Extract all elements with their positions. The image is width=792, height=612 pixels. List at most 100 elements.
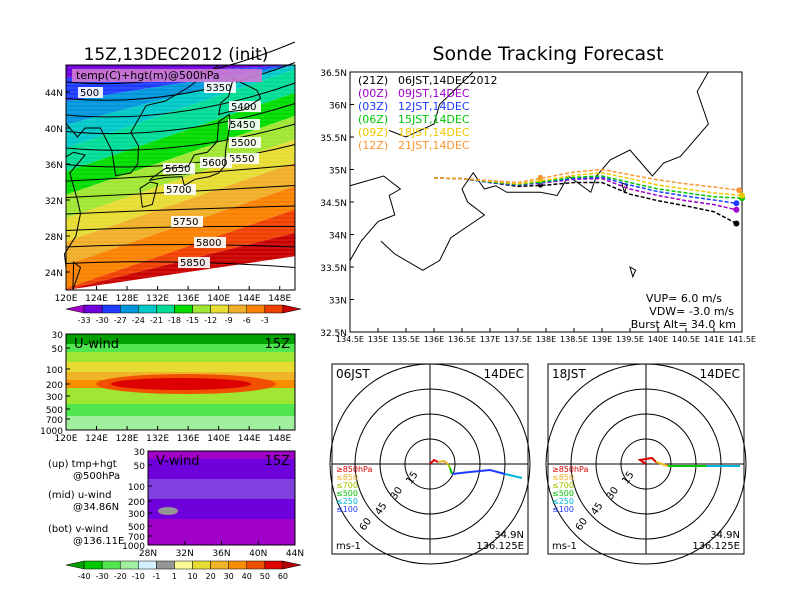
uwind-jet-max	[111, 378, 251, 390]
uwind-p-label: 30	[52, 331, 64, 341]
temp-map-lat-ticks: 44N 40N 36N 32N 28N 24N	[45, 89, 70, 279]
vwind-colorbar-label: 50	[260, 572, 270, 581]
vwind-colorbar-swatch	[192, 560, 211, 570]
hodo_left-level-label: ≤100	[336, 505, 358, 514]
temp-colorbar-swatch	[101, 304, 121, 314]
temp-lon-label: 136E	[177, 294, 200, 304]
track-burst: Burst Alt= 34.0 km	[631, 318, 736, 331]
hodo_left-date: 14DEC	[484, 367, 524, 381]
hodo_left-lon: 136.125E	[476, 541, 524, 552]
hodo_right-level-label: ≤250	[552, 497, 574, 506]
uwind-lon-label: 120E	[55, 434, 78, 444]
track-coastline	[349, 71, 709, 279]
temp-lat-label: 40N	[45, 125, 63, 135]
track-legend: (21Z) 06JST,14DEC2012 (00Z) 09JST,14DEC (03Z…	[358, 74, 498, 152]
track-lon-label: 139E	[592, 335, 612, 344]
vwind-p-label: 500	[128, 523, 145, 533]
track-lat-label: 32.5N	[320, 329, 347, 339]
temp-lon-label: 132E	[146, 294, 169, 304]
track-lon-label: 135E	[368, 335, 388, 344]
vwind-colorbar-swatch	[174, 560, 193, 570]
taiwan	[72, 261, 82, 291]
track-lat-label: 36N	[329, 102, 347, 112]
track-legend-text: 09JST,14DEC	[398, 87, 470, 100]
temp-colorbar-label: -33	[78, 316, 91, 325]
track-legend-code: (21Z)	[358, 74, 388, 87]
hodo_right-hodo-seg-1	[655, 461, 669, 467]
coast-honshu	[380, 71, 709, 271]
track-vdw: VDW= -3.0 m/s	[649, 305, 734, 318]
vwind-colorbar-label: -10	[132, 572, 145, 581]
vwind-colorbar-swatch	[264, 560, 284, 570]
legend-note-line2: @34.86N	[73, 502, 119, 513]
track-mid-5	[537, 174, 543, 180]
track-legend-text: 06JST,14DEC2012	[398, 74, 498, 87]
temp-colorbar-swatch	[282, 304, 302, 314]
mainland-coast	[65, 64, 219, 177]
temp-lat-label: 36N	[45, 161, 63, 171]
uwind-field	[66, 334, 295, 430]
track-legend-code: (03Z)	[358, 100, 388, 113]
track-lon-label: 137E	[480, 335, 500, 344]
temp-lon-label: 144E	[238, 294, 261, 304]
uwind-lon-label: 148E	[268, 434, 291, 444]
temp-colorbar-label: -18	[168, 316, 181, 325]
track-lon-label: 137.5E	[504, 335, 532, 344]
contour-label-bg	[229, 137, 261, 148]
hodo_left-lat: 34.9N	[494, 530, 524, 541]
height-contour-5450	[65, 103, 296, 135]
hodo_right-level-label: ≥850hPa	[552, 465, 589, 474]
temp-map-frame	[65, 64, 296, 291]
vwind-lat-label: 28N	[139, 549, 157, 559]
vwind-colorbar-swatch	[65, 560, 85, 570]
hodo_right-lat: 34.9N	[710, 530, 740, 541]
hodo_left-level-label: ≤700	[336, 481, 358, 490]
hodo_right-level-label: ≤700	[552, 481, 574, 490]
vwind-p-label: 700	[128, 533, 145, 543]
temp-map-label: temp(C)+hgt(m)@500hPa	[76, 69, 220, 82]
track-legend-code: (12Z)	[358, 139, 388, 152]
contour-label-bg	[204, 82, 236, 93]
track-end-5	[736, 187, 743, 194]
track-lon-label: 139.5E	[616, 335, 644, 344]
hokkaido	[218, 77, 262, 116]
temp-band-5	[66, 69, 295, 172]
uwind-lon-label: 132E	[146, 434, 169, 444]
hodo_left-level-label: ≤250	[336, 497, 358, 506]
island-south	[629, 265, 637, 279]
temp-colorbar-label: -12	[204, 316, 217, 325]
vwind-colorbar-label: -1	[152, 572, 160, 581]
vwind-lat-label: 40N	[249, 549, 267, 559]
vwind-title: V-wind	[156, 454, 200, 469]
track-lon-label: 138E	[536, 335, 556, 344]
uwind-layer-8	[66, 416, 295, 430]
vwind-lat-label: 36N	[212, 549, 230, 559]
contour-label-bg	[194, 237, 226, 248]
vwind-colorbar-label: 40	[242, 572, 252, 581]
temp-colorbar-label: -6	[243, 316, 251, 325]
uwind-lon-label: 128E	[116, 434, 139, 444]
temp-lon-label: 148E	[268, 294, 291, 304]
track-lon-label: 138.5E	[560, 335, 588, 344]
track-end-2	[733, 200, 740, 207]
temp-colorbar-swatch	[65, 304, 85, 314]
vwind-lat-label: 44N	[286, 549, 304, 559]
temp-colorbar: -33 -30 -27 -24 -21 -18 -15 -12 -9 -6 -3	[65, 304, 302, 325]
vwind-colorbar-swatch	[83, 560, 103, 570]
temp-band-4	[66, 65, 295, 149]
vwind-colorbar-swatch	[210, 560, 229, 570]
uwind-p-label: 100	[46, 366, 63, 376]
hodo_left-hodo-seg-5	[504, 473, 523, 479]
temp-band-6	[66, 92, 295, 195]
temp-colorbar-label: -21	[150, 316, 163, 325]
legend-note-line2: @500hPa	[73, 471, 120, 482]
temp-lat-label: 44N	[45, 89, 63, 99]
contour-label-bg	[200, 157, 232, 168]
track-legend-code: (09Z)	[358, 126, 388, 139]
hodo_left-hodo-seg-2	[447, 463, 451, 469]
temp-lon-label: 120E	[55, 294, 78, 304]
uwind-lon-label: 136E	[177, 434, 200, 444]
temp-lat-label: 32N	[45, 197, 63, 207]
track-vup: VUP= 6.0 m/s	[646, 292, 722, 305]
track-lon-label: 140.5E	[672, 335, 700, 344]
